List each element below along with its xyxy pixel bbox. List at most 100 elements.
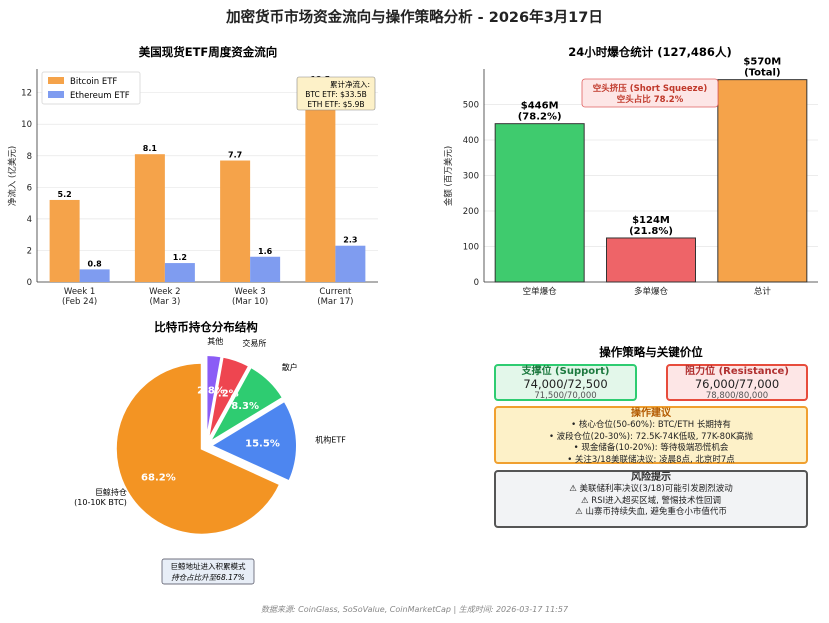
pie-slice-label: 机构ETF <box>315 434 346 444</box>
etf-x-tick: (Feb 24) <box>62 297 97 307</box>
pie-slice <box>208 399 298 483</box>
pie-chart-title: 比特币持仓分布结构 <box>154 320 258 334</box>
liq-bar-label: $124M <box>632 215 670 226</box>
etf-bar-label: 8.1 <box>143 144 158 153</box>
annotation-line-1: 累计净流入: <box>330 79 370 89</box>
pie-pct-label: 2.8% <box>197 386 225 397</box>
legend-label-bitcoin: Bitcoin ETF <box>70 77 117 87</box>
etf-bar-ethereum <box>250 256 281 282</box>
pie-slice-label: 交易所 <box>242 338 266 348</box>
liq-x-tick: 总计 <box>754 286 772 297</box>
short-squeeze-annotation: 空头挤压 (Short Squeeze) 空头占比 78.2% <box>581 78 719 108</box>
etf-bar-bitcoin <box>49 199 80 282</box>
etf-y-tick: 10 <box>21 120 32 130</box>
etf-y-tick: 0 <box>27 278 32 288</box>
liq-bar-label: $570M <box>743 57 781 68</box>
squeeze-line-1: 空头挤压 (Short Squeeze) <box>593 83 708 94</box>
liq-bar <box>494 123 585 283</box>
etf-bar-label: 5.2 <box>58 190 72 199</box>
pie-slice <box>205 354 223 442</box>
support-sub: 71,500/70,000 <box>534 391 597 401</box>
resistance-box: 阻力位 (Resistance) 76,000/77,000 78,800/80… <box>666 364 808 401</box>
etf-bar-label: 7.7 <box>228 151 242 160</box>
resistance-title: 阻力位 (Resistance) <box>685 366 789 377</box>
pie-pct-label: 8.3% <box>231 401 259 412</box>
legend-swatch-ethereum <box>48 91 64 98</box>
liq-bar-label: $446M <box>521 101 559 112</box>
etf-y-tick: 12 <box>21 89 32 99</box>
pie-pct-label: 68.2% <box>141 473 176 484</box>
whale-line-1: 巨鲸地址进入积累模式 <box>171 561 246 571</box>
liq-x-tick: 多单爆仓 <box>634 286 669 297</box>
etf-bar-ethereum <box>79 269 110 282</box>
main-title: 加密货币市场资金流向与操作策略分析 - 2026年3月17日 <box>226 10 603 26</box>
etf-cumulative-annotation: 累计净流入: BTC ETF: $33.5B ETH ETF: $5.9B <box>296 76 376 111</box>
etf-legend: Bitcoin ETF Ethereum ETF <box>41 71 141 105</box>
annotation-line-3: ETH ETF: $5.9B <box>307 100 364 109</box>
etf-y-tick: 6 <box>27 183 32 193</box>
advice-line: • 关注3/18美联储决议: 凌晨8点, 北京时7点 <box>567 454 735 465</box>
liq-x-tick: 空单爆仓 <box>523 286 558 297</box>
pie-slice-label: (10-10K BTC) <box>74 498 127 507</box>
annotation-line-2: BTC ETF: $33.5B <box>305 90 367 99</box>
etf-chart-title: 美国现货ETF周度资金流向 <box>139 45 278 59</box>
liq-y-tick: 300 <box>463 172 479 182</box>
risk-title: 风险提示 <box>631 472 671 483</box>
legend-swatch-bitcoin <box>48 77 64 84</box>
pie-slice <box>206 365 285 446</box>
squeeze-line-2: 空头占比 78.2% <box>617 94 684 105</box>
advice-line: • 现金储备(10-20%): 等待极端恐慌机会 <box>573 443 729 453</box>
etf-bar-ethereum <box>164 263 195 282</box>
resistance-value: 76,000/77,000 <box>694 377 780 391</box>
pie-slice-label: 散户 <box>282 362 298 372</box>
pie-slice-label: 巨鲸持仓 <box>95 487 127 497</box>
etf-bar-label: 1.2 <box>173 253 187 262</box>
advice-line: • 核心仓位(50-60%): BTC/ETH 长期持有 <box>571 420 731 430</box>
liq-y-tick: 400 <box>463 136 479 146</box>
liq-bar-sublabel: (Total) <box>744 68 780 79</box>
support-value: 74,000/72,500 <box>523 377 608 391</box>
etf-y-tick: 2 <box>27 246 32 256</box>
etf-y-label: 净流入 (亿美元) <box>7 146 18 206</box>
advice-box: 操作建议 • 核心仓位(50-60%): BTC/ETH 长期持有 • 波段仓位… <box>494 406 808 465</box>
etf-bar-bitcoin <box>134 154 165 282</box>
pie-pct-label: 5.2% <box>211 389 239 400</box>
support-title: 支撑位 (Support) <box>521 366 610 377</box>
etf-bar-label: 0.8 <box>88 259 103 268</box>
pie-slice-label: 其他 <box>207 336 223 346</box>
pie-pct-label: 15.5% <box>245 439 280 450</box>
liq-bar <box>717 79 808 283</box>
legend-label-ethereum: Ethereum ETF <box>70 91 130 101</box>
risk-line: ⚠ RSI进入超买区域, 警惕技术性回调 <box>580 495 722 506</box>
resistance-sub: 78,800/80,000 <box>705 391 769 401</box>
etf-x-tick: Week 3 <box>234 287 265 297</box>
advice-title: 操作建议 <box>631 408 671 419</box>
pie-slice <box>206 355 251 442</box>
risk-line: ⚠ 美联储利率决议(3/18)可能引发剧烈波动 <box>569 484 733 494</box>
liq-y-label: 金额 (百万美元) <box>443 146 454 206</box>
etf-x-tick: (Mar 17) <box>317 297 353 307</box>
etf-x-tick: (Mar 3) <box>149 297 180 307</box>
whale-annotation: 巨鲸地址进入积累模式 持仓占比升至68.17% <box>161 558 255 585</box>
liq-y-tick: 100 <box>463 243 479 253</box>
liq-y-tick: 500 <box>463 101 479 111</box>
advice-line: • 波段仓位(20-30%): 72.5K-74K低吸, 77K-80K高抛 <box>548 431 754 442</box>
etf-y-tick: 4 <box>27 215 32 225</box>
etf-x-tick: Week 2 <box>149 287 180 297</box>
liq-y-tick: 200 <box>463 207 479 217</box>
liq-bar-sublabel: (78.2%) <box>518 112 562 123</box>
etf-y-tick: 8 <box>27 152 32 162</box>
etf-bar-bitcoin <box>305 84 336 283</box>
etf-x-tick: Current <box>319 287 352 297</box>
strategy-title: 操作策略与关键价位 <box>599 345 703 359</box>
liq-y-tick: 0 <box>474 278 479 288</box>
etf-bar-label: 1.6 <box>258 247 273 256</box>
whale-line-2: 持仓占比升至68.17% <box>171 573 245 582</box>
etf-bar-bitcoin <box>220 160 251 282</box>
liq-bar <box>606 237 696 283</box>
etf-bar-label: 2.3 <box>343 236 357 245</box>
risk-line: ⚠ 山寨币持续失血, 避免重仓小市值代币 <box>575 507 727 517</box>
liq-bar-sublabel: (21.8%) <box>629 226 673 237</box>
liq-chart-title: 24小时爆仓统计 (127,486人) <box>568 45 731 59</box>
